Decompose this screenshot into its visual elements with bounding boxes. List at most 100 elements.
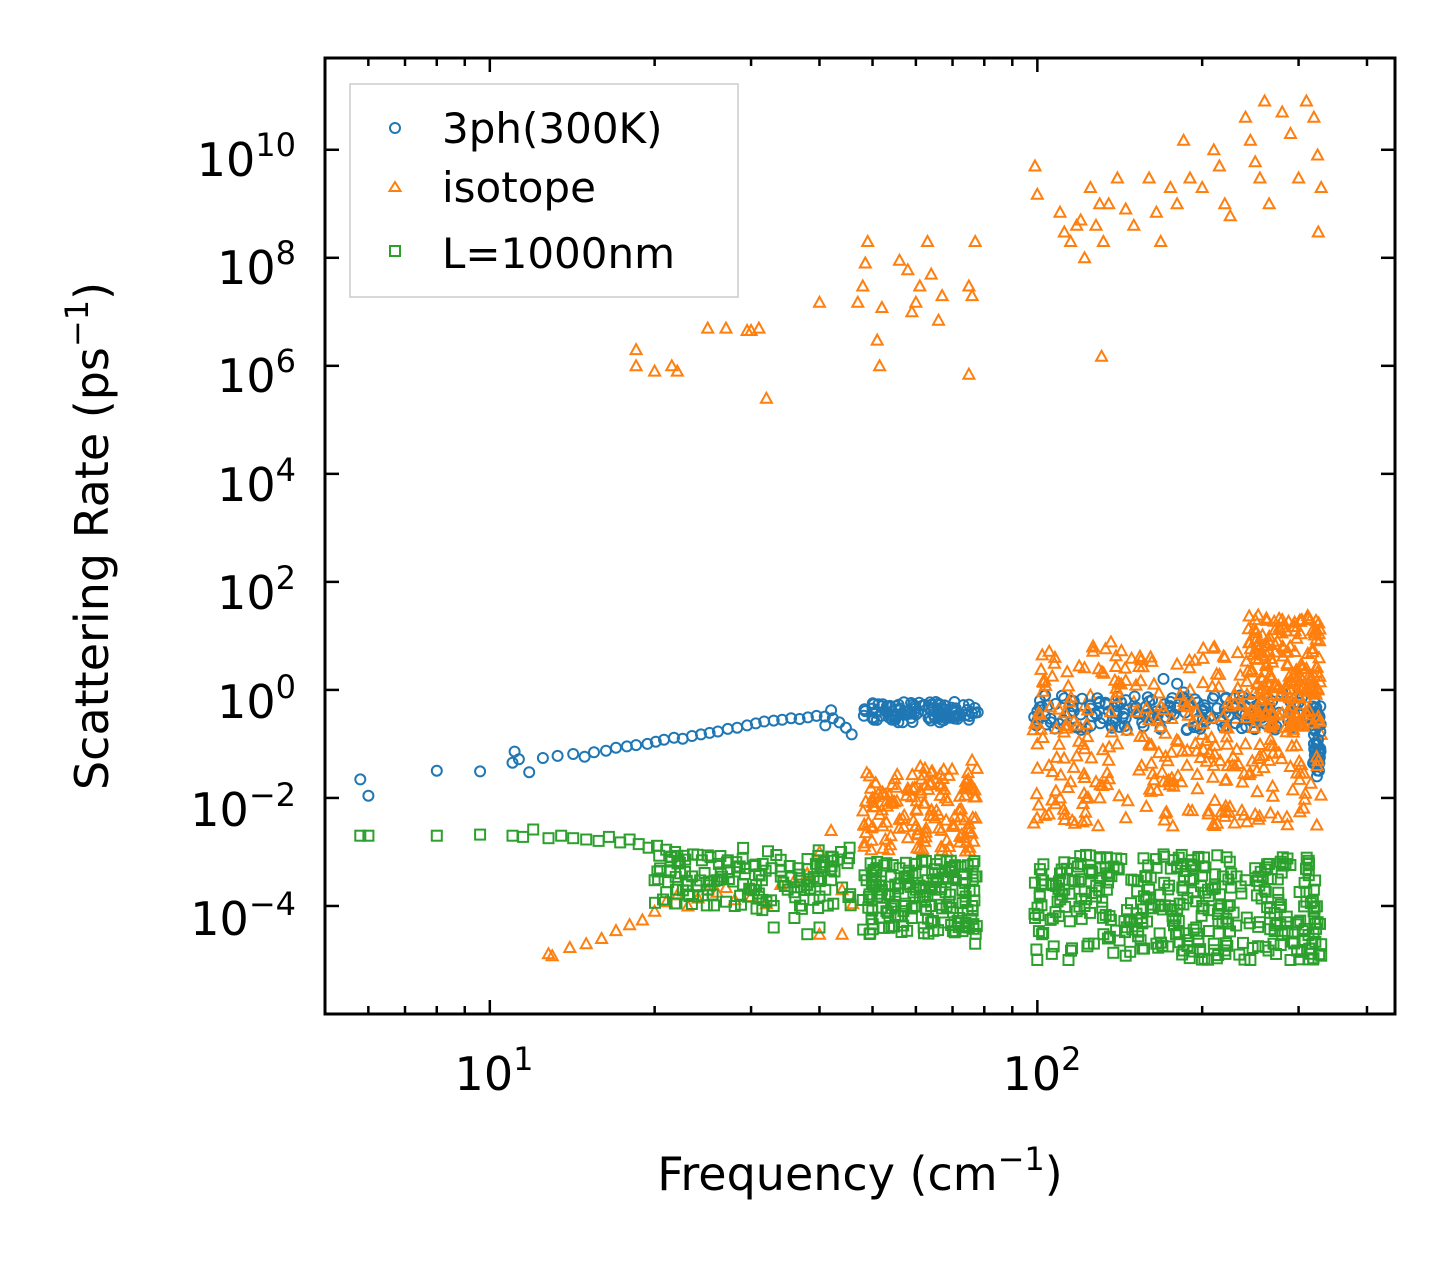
isotope-point [1267,613,1282,627]
isotope-point [1120,722,1135,736]
boundary-point [735,898,747,911]
isotope-point [1171,733,1186,747]
isotope-point [1249,763,1264,777]
isotope-point [1056,724,1072,738]
legend-marker-3ph [389,122,401,134]
boundary-point [968,884,981,897]
isotope-point [545,948,560,962]
isotope-point [918,820,934,834]
isotope-point [1246,719,1261,733]
boundary-point [1250,889,1263,902]
boundary-point [671,849,684,862]
boundary-point [1261,861,1274,874]
boundary-point [527,823,540,836]
isotope-point [1118,201,1133,215]
boundary-point [870,862,883,875]
boundary-point [1075,892,1088,905]
isotope-point [1296,765,1311,779]
3ph-point [1110,707,1123,720]
boundary-point [1274,898,1287,911]
boundary-point [1185,854,1198,867]
isotope-point [855,803,871,817]
boundary-point [1134,934,1147,947]
boundary-point [697,889,710,902]
isotope-point [1265,778,1280,792]
boundary-point [945,919,958,931]
boundary-point [1271,917,1284,930]
isotope-point [1104,724,1119,738]
isotope-point [1252,170,1268,184]
isotope-point [1084,750,1099,764]
isotope-point [1199,753,1214,767]
isotope-point [1102,739,1117,753]
x-tick-label-1: 101 [455,1040,534,1101]
isotope-point [1291,170,1306,184]
isotope-point [1310,753,1326,767]
boundary-point [935,883,948,896]
boundary-point [1176,948,1189,961]
isotope-point [968,233,983,247]
boundary-point [801,928,814,941]
isotope-point [1166,778,1181,792]
boundary-point [685,898,698,910]
boundary-point [1104,913,1117,926]
boundary-point [651,865,664,878]
isotope-point [1149,782,1165,796]
isotope-point [1144,737,1159,751]
isotope-point [1238,736,1253,750]
boundary-point [714,850,727,862]
isotope-point [1201,803,1216,817]
isotope-point [628,358,644,372]
boundary-point [567,832,580,845]
axis-ticks [323,58,1395,1014]
isotope-point [1205,769,1221,783]
isotope-point [1206,142,1221,156]
isotope-point [1169,196,1185,210]
isotope-point [1092,790,1107,804]
legend-box [349,83,739,298]
isotope-point [1259,706,1274,720]
boundary-point [777,876,790,889]
isotope-point [594,930,609,944]
isotope-point [1143,649,1158,663]
boundary-point [1030,943,1043,956]
isotope-point [1071,733,1087,747]
isotope-point [1030,186,1045,200]
isotope-point [907,779,922,793]
isotope-point [890,766,905,780]
boundary-point [1219,947,1232,960]
isotope-point [857,835,872,849]
isotope-point [872,358,887,372]
isotope-point [1146,772,1162,786]
boundary-point [1037,926,1050,939]
isotope-point [1285,782,1300,796]
boundary-point [642,841,655,854]
3ph-point [962,698,975,711]
isotope-point [1239,710,1255,724]
boundary-point [1298,876,1311,889]
boundary-point [1035,899,1048,912]
isotope-point [1045,763,1060,777]
isotope-point [1300,645,1315,659]
isotope-point [1026,722,1041,736]
isotope-point [1305,641,1320,655]
boundary-point [1292,916,1304,929]
boundary-point [892,910,905,923]
isotope-point [1080,702,1095,716]
boundary-point [871,855,884,868]
isotope-point [1073,720,1088,734]
boundary-point [1240,911,1253,924]
isotope-point [1212,753,1228,767]
boundary-point [654,862,667,875]
isotope-point [1052,790,1068,804]
isotope-point [1056,750,1072,764]
isotope-point [1293,717,1309,731]
isotope-point [1096,233,1111,247]
isotope-point [1108,689,1123,703]
boundary-point [669,883,682,896]
boundary-point [1080,848,1092,861]
boundary-point [1262,944,1275,957]
isotope-point [1193,749,1208,763]
isotope-point [1307,627,1322,641]
isotope-point [1132,728,1148,742]
